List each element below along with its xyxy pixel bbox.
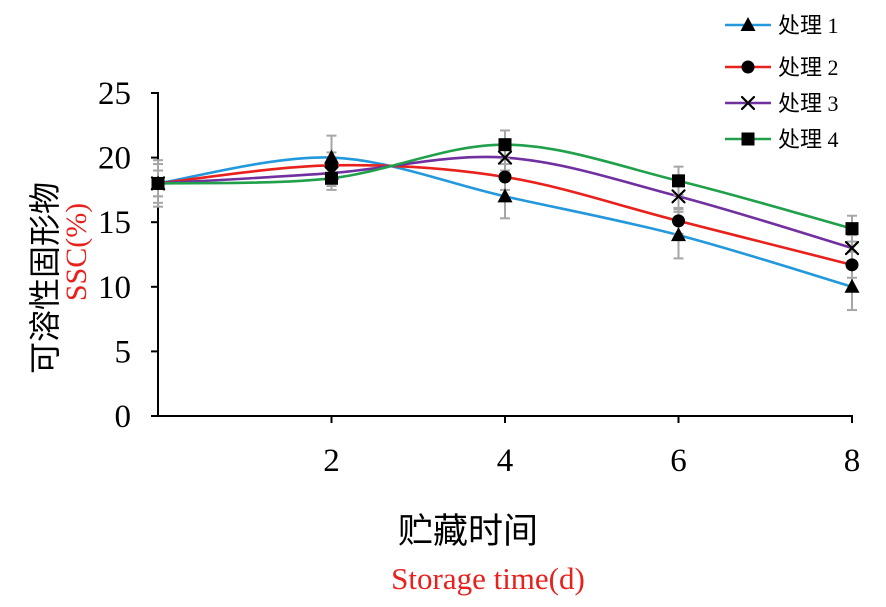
legend-item-series-4: 处理 4 <box>725 127 839 152</box>
y-tick-label: 5 <box>115 334 132 370</box>
legend-label: 处理 1 <box>778 13 839 38</box>
square-marker-series-4 <box>325 171 338 185</box>
triangle-marker-series-1 <box>844 278 860 293</box>
legend-item-series-2: 处理 2 <box>725 55 839 80</box>
legend-triangle-marker <box>740 17 756 31</box>
legend-label: 处理 3 <box>778 91 839 116</box>
cross-marker-series-3 <box>671 189 686 204</box>
x-tick-label: 4 <box>497 443 514 479</box>
legend-label: 处理 4 <box>778 127 839 152</box>
cross-stroke <box>497 150 513 165</box>
legend: 处理 1 处理 2 处理 3 处理 4 <box>725 13 839 152</box>
cross-stroke <box>671 189 686 204</box>
cross-stroke <box>844 240 860 256</box>
triangle-marker-series-1 <box>671 227 686 242</box>
x-tick-label: 8 <box>844 443 861 479</box>
cross-stroke <box>740 95 756 111</box>
legend-label: 处理 2 <box>778 55 839 80</box>
legend-cross-marker <box>740 95 756 111</box>
triangle-marker-series-1 <box>497 188 513 203</box>
square-marker-series-4 <box>672 174 685 188</box>
cross-marker-series-3 <box>844 240 860 256</box>
legend-item-series-3: 处理 3 <box>725 91 839 116</box>
y-axis-title-english: SSC(%) <box>60 203 93 301</box>
y-axis-title: 可溶性固形物 <box>26 182 64 374</box>
circle-marker-series-2 <box>845 258 859 272</box>
y-tick-label: 25 <box>98 76 131 112</box>
data-markers <box>150 138 860 293</box>
square-marker-series-4 <box>498 138 512 152</box>
y-tick-label: 0 <box>115 399 132 435</box>
axis-ticks: 0 5 10 15 20 25 2 4 6 8 <box>98 76 860 479</box>
y-tick-label: 20 <box>98 141 131 177</box>
circle-marker-series-2 <box>498 170 512 184</box>
cross-marker-series-3 <box>497 150 513 165</box>
legend-square-marker <box>741 132 755 146</box>
x-tick-label: 2 <box>323 443 340 479</box>
square-marker-series-4 <box>151 176 165 190</box>
x-axis-title-english: Storage time(d) <box>391 561 585 596</box>
square-marker-series-4 <box>845 222 859 236</box>
x-tick-label: 6 <box>670 443 687 479</box>
y-tick-label: 10 <box>98 270 131 306</box>
legend-circle-marker <box>741 60 755 74</box>
legend-item-series-1: 处理 1 <box>725 13 839 38</box>
circle-marker-series-2 <box>672 214 685 228</box>
x-axis-title: 贮藏时间 <box>398 512 538 552</box>
y-tick-label: 15 <box>98 205 131 241</box>
